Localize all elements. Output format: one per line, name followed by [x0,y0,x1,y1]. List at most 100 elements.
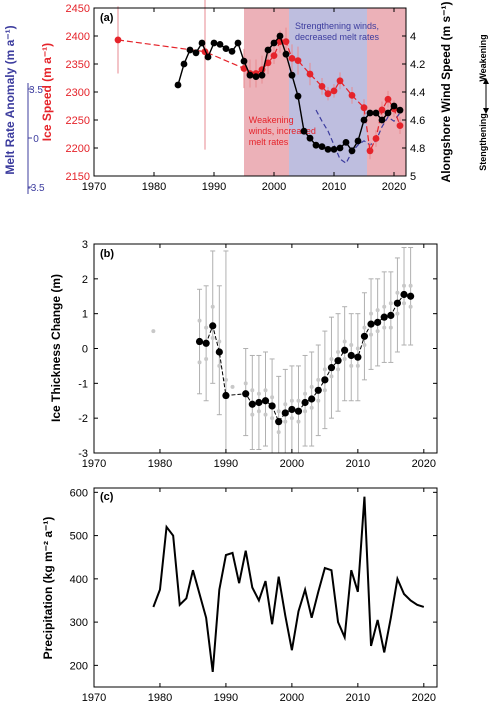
x-tick-label: 1990 [214,692,238,704]
thickness-raw-point [230,384,235,389]
melt-line [315,109,401,165]
thickness-mean-point [400,290,408,299]
left-tick-label: 2400 [66,31,90,43]
thickness-mean-point [202,339,210,347]
thickness-mean-point [374,318,382,326]
wind-point [210,39,218,47]
thickness-raw-point [395,290,400,295]
right-tick-label: 4.6 [410,115,425,127]
thickness-raw-point [369,332,374,337]
thickness-raw-point [375,329,380,334]
thickness-mean-point [321,376,329,384]
thickness-mean-point [347,351,355,360]
x-tick-label: 1980 [148,458,172,470]
x-tick-label: 2020 [382,181,406,193]
speed-point [384,95,392,103]
thickness-mean-point [334,357,342,365]
thickness-raw-point [210,304,215,309]
shaded-region-red [367,8,406,176]
left-tick-label: 2150 [66,171,90,183]
y-tick-label: 2 [82,274,88,286]
x-tick-label: 2010 [346,458,370,470]
panel-b-mean-series [195,290,415,426]
thickness-mean-point [248,400,256,408]
speed-point [270,52,278,59]
thickness-raw-point [263,388,268,393]
left-tick-label: 2300 [66,87,90,99]
x-tick-label: 1980 [148,692,172,704]
panel-a-melt-series [315,109,401,165]
thickness-raw-point [197,318,202,323]
left-tick-label: 2250 [66,115,90,127]
wind-point [348,147,356,155]
thickness-raw-point [362,325,367,330]
panel-c-x-ticks: 1970 1980 1990 2000 2010 2020 [82,488,436,704]
thickness-raw-point [355,363,360,368]
right-tick-label: 4 [410,31,416,43]
x-tick-label: 1970 [82,181,106,193]
thickness-raw-point [349,343,354,348]
wind-axis-label: Alongshore Wind Speed (m s⁻¹) [439,2,453,183]
wind-point [336,144,344,152]
thickness-raw-point [395,311,400,316]
speed-point [324,90,332,98]
y-tick-label: 300 [70,617,88,629]
speed-point [282,38,290,45]
thickness-raw-point [388,301,393,306]
speed-axis-label: Ice Speed (m a⁻¹) [40,43,54,141]
thickness-mean-point [215,348,223,356]
thickness-raw-point [197,360,202,365]
x-tick-label: 2000 [262,181,286,193]
panel-a: Strengthening winds,decreased melt rates… [3,0,489,194]
annotation-text: winds, increased [248,126,316,136]
panel-c-series [152,496,425,672]
wind-point [366,109,374,117]
thickness-mean-point [380,313,388,321]
wind-point [264,46,272,54]
wind-point [312,141,320,149]
speed-point [318,83,326,90]
thickness-mean-point [301,398,309,407]
thickness-mean-point [360,332,369,340]
panel-c-label: (c) [100,491,114,503]
x-tick-label: 1990 [214,458,238,470]
right-tick-label: 5 [410,171,416,183]
wind-point [186,46,194,54]
thickness-mean-point [268,402,276,410]
thickness-mean-point [367,320,375,328]
panel-b-y-ticks: -3 -2 -1 0 1 2 3 [78,239,437,460]
speed-point [372,135,380,142]
thickness-mean-point [222,391,230,400]
panel-c: 1970 1980 1990 2000 2010 2020 200 300 400 500 600… [41,487,438,704]
thickness-raw-point [309,384,314,389]
annotation-text: melt rates [249,137,289,147]
panel-b-label: (b) [100,248,114,260]
thickness-mean-point [308,395,316,403]
panel-a-annotations: Strengthening winds,decreased melt rates… [248,21,380,147]
panel-a-right-ticks: 4 4.2 4.4 4.6 4.8 5 [402,31,425,183]
thickness-mean-point [195,337,204,346]
thickness-raw-point [283,419,288,424]
panel-a-x-ticks: 1970 1980 1990 2000 2010 2020 [82,8,406,193]
thickness-raw-point [223,377,228,382]
speed-point [264,59,272,67]
thickness-raw-point [336,349,341,354]
thickness-mean-point [288,405,296,414]
y-tick-label: 400 [70,574,88,586]
thickness-mean-point [354,353,362,361]
thickness-raw-point [336,367,341,372]
thickness-raw-point [276,409,281,414]
thickness-raw-point [316,377,321,382]
melt-axis-label: Melt Rate Anomaly (m a⁻¹) [3,25,17,174]
panel-a-melt-ticks: 3.5 0 -3.5 [27,85,45,194]
wind-point [258,71,266,79]
wind-point [306,134,314,142]
panel-b-points [151,283,413,435]
panel-b-x-ticks: 1970 1980 1990 2000 2010 2020 [82,244,436,470]
thickness-raw-point [256,409,261,414]
thickness-raw-point [408,283,413,288]
thickness-raw-point [329,356,334,361]
y-tick-label: -3 [78,448,88,460]
wind-point [270,39,278,47]
thickness-raw-point [342,356,347,361]
